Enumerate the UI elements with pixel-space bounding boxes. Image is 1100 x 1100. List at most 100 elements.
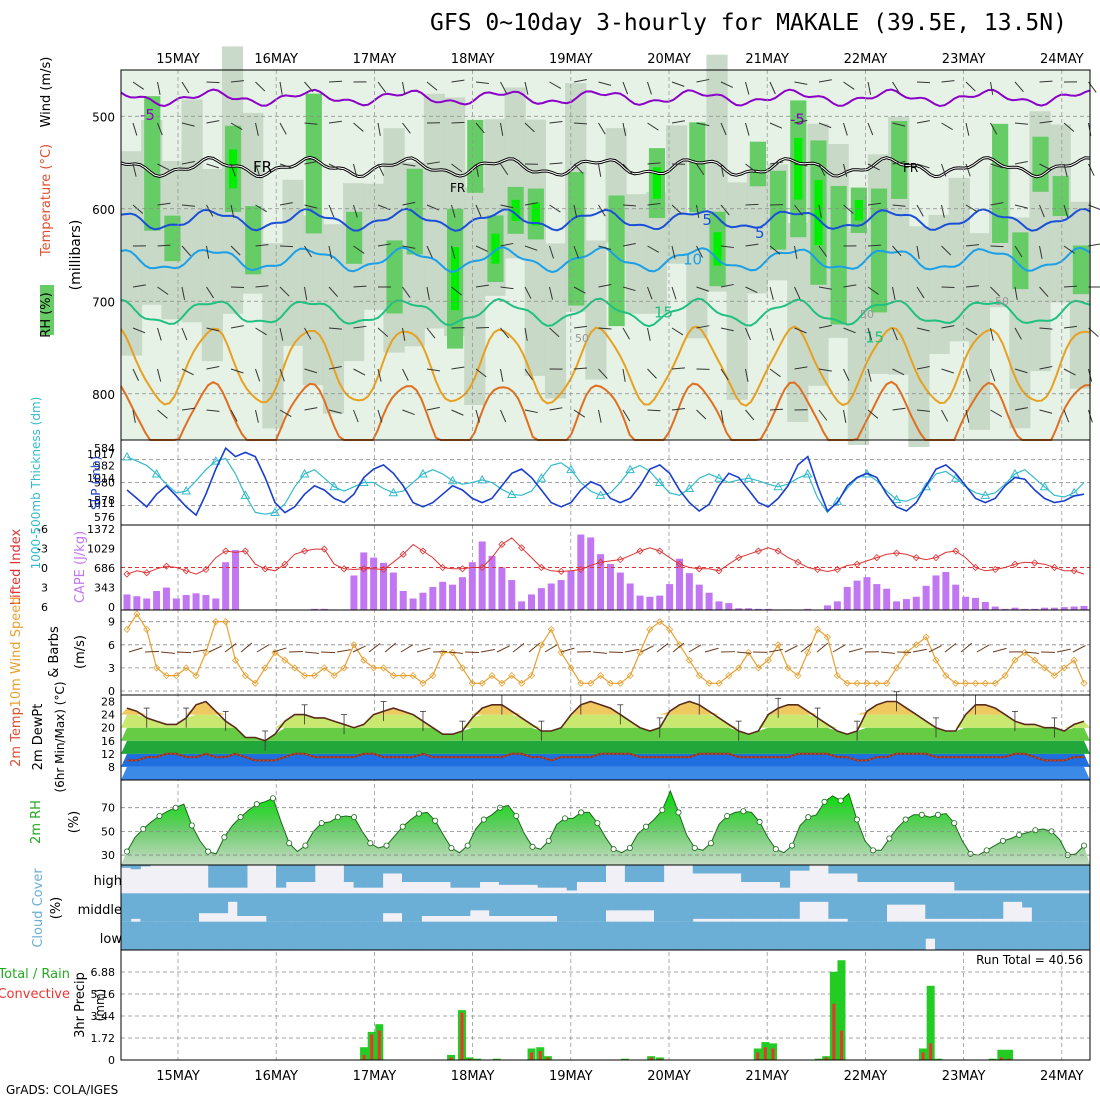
cloud-bar bbox=[595, 893, 606, 922]
y-axis-units-wind10m: (m/s) bbox=[73, 635, 88, 669]
lifted-index-marker bbox=[458, 565, 467, 573]
wind-barb bbox=[353, 204, 358, 218]
wind-barb bbox=[304, 81, 314, 93]
bottom-date-label: 19MAY bbox=[549, 1069, 593, 1084]
wind-barb bbox=[892, 368, 905, 376]
wind-barb bbox=[622, 204, 637, 207]
cloud-bar bbox=[934, 893, 946, 919]
lifted-index-marker bbox=[222, 547, 230, 555]
thickness-marker bbox=[122, 451, 132, 461]
wind-speed-marker bbox=[399, 672, 407, 680]
temp-contour-label: 5 bbox=[702, 211, 712, 229]
rh-shading-mid bbox=[262, 243, 284, 429]
rh-shading-mid bbox=[726, 182, 748, 400]
wind-barb bbox=[647, 245, 660, 253]
cloud-bar bbox=[838, 865, 849, 874]
precip-conv-bar bbox=[362, 1054, 366, 1060]
cloud-bar bbox=[847, 921, 858, 950]
thickness-marker bbox=[980, 490, 991, 499]
wind-barb bbox=[916, 163, 930, 169]
cloud-bar bbox=[266, 921, 277, 950]
wind-speed-marker bbox=[843, 679, 851, 687]
wind-barb bbox=[230, 368, 244, 374]
cloud-bar bbox=[857, 893, 868, 922]
lifted-tick: -3 bbox=[37, 543, 48, 556]
precip-conv-bar bbox=[468, 1058, 472, 1060]
wind-barb-10m bbox=[320, 651, 336, 654]
cloud-bar bbox=[954, 893, 965, 919]
cloud-bar bbox=[634, 921, 645, 950]
cloud-bar bbox=[973, 921, 984, 950]
wind-barb bbox=[696, 122, 710, 127]
cloud-bar bbox=[934, 921, 946, 950]
wind-barb bbox=[745, 163, 757, 173]
wind-barb bbox=[304, 327, 312, 340]
thickness-tick: 580 bbox=[94, 477, 115, 490]
precip-conv-bar bbox=[921, 1052, 925, 1060]
wind-speed-marker bbox=[794, 672, 802, 680]
cloud-bar bbox=[586, 865, 597, 882]
wind-speed-marker bbox=[912, 641, 920, 649]
cloud-bar bbox=[208, 921, 219, 950]
cloud-bar bbox=[246, 921, 258, 950]
cloud-bar bbox=[644, 893, 655, 911]
wind-barb bbox=[304, 245, 312, 258]
cloud-bar bbox=[818, 921, 829, 950]
rh-marker bbox=[302, 842, 309, 849]
wind-barb bbox=[818, 204, 822, 218]
wind-barb bbox=[622, 122, 627, 136]
wind-barb bbox=[647, 409, 661, 412]
cloud-bar bbox=[624, 921, 636, 950]
wind-barb bbox=[181, 122, 195, 127]
cloud-bar bbox=[973, 865, 984, 891]
thickness-marker bbox=[773, 481, 784, 491]
wind-barb bbox=[402, 163, 416, 167]
thickness-marker bbox=[151, 468, 162, 478]
cape-bar bbox=[646, 596, 654, 610]
wind-barb bbox=[500, 122, 504, 136]
wind-barb bbox=[475, 409, 480, 423]
cloud-bar bbox=[847, 865, 858, 874]
wind-barb-10m bbox=[160, 651, 175, 654]
rh-shading-mid bbox=[363, 183, 385, 310]
rh-marker bbox=[432, 817, 439, 824]
rh-marker bbox=[237, 814, 244, 821]
lifted-index-marker bbox=[971, 563, 980, 572]
cape-bar bbox=[804, 608, 812, 610]
cloud-bar bbox=[324, 893, 335, 922]
rh-shading-bright bbox=[652, 167, 662, 199]
lifted-index-marker bbox=[932, 554, 940, 562]
wind-barb bbox=[598, 81, 612, 86]
cloud-bar bbox=[944, 893, 955, 919]
wind-barb bbox=[892, 327, 898, 341]
cape-bar bbox=[685, 573, 693, 610]
wind-barb bbox=[279, 163, 293, 169]
wind-barb bbox=[451, 286, 462, 296]
thickness-tick: 582 bbox=[94, 459, 115, 472]
wind-barb bbox=[230, 80, 244, 83]
bottom-date-label: 21MAY bbox=[745, 1069, 789, 1084]
cloud-bar bbox=[1080, 865, 1091, 891]
wind-barb bbox=[745, 286, 758, 294]
wind-barb bbox=[304, 368, 318, 374]
cloud-bar bbox=[789, 921, 800, 950]
rh-marker bbox=[594, 820, 601, 827]
cloud-bar bbox=[208, 865, 219, 888]
wind-speed-marker bbox=[626, 672, 634, 680]
wind-barb bbox=[647, 327, 651, 341]
cloud-bar bbox=[460, 921, 471, 950]
wind-barb bbox=[1063, 204, 1069, 218]
cloud-bar bbox=[1070, 921, 1081, 950]
cloud-bar bbox=[566, 865, 577, 891]
rh-marker bbox=[999, 837, 1006, 844]
precip-conv-bar bbox=[756, 1052, 760, 1060]
cloud-bar bbox=[944, 921, 955, 950]
cape-tick: 686 bbox=[94, 562, 115, 575]
wind-barb bbox=[965, 204, 978, 213]
lifted-index-marker bbox=[241, 547, 249, 555]
wind-barb bbox=[132, 327, 146, 334]
wind-barb bbox=[794, 327, 807, 334]
cloud-bar bbox=[915, 893, 926, 905]
cloud-bar bbox=[731, 865, 742, 874]
